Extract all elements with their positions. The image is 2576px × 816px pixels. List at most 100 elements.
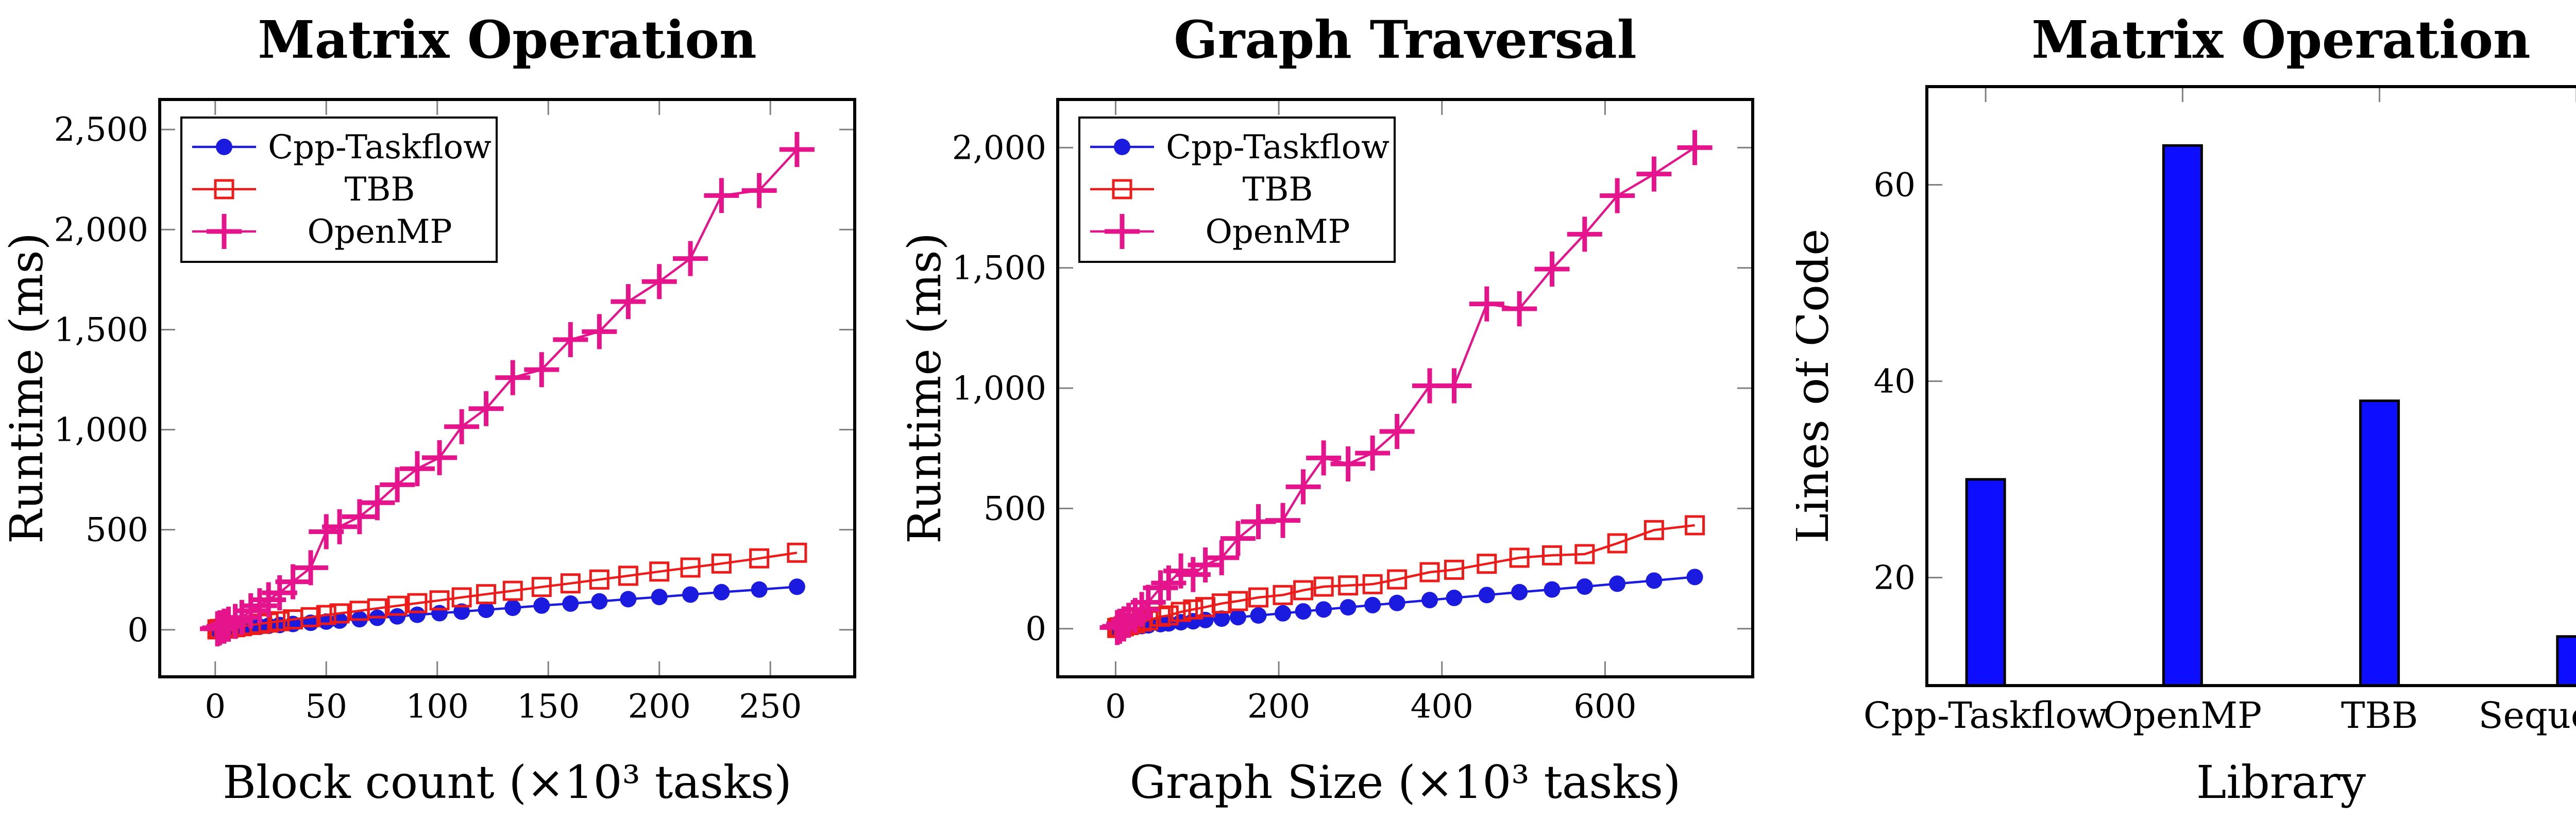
data-point-marker (502, 580, 523, 601)
data-point-marker (1444, 559, 1464, 580)
bar-OpenMP (2162, 144, 2203, 687)
data-point-marker (1421, 592, 1438, 609)
data-point-marker (387, 595, 408, 616)
data-point-marker (1315, 601, 1332, 618)
data-point-marker (1213, 610, 1230, 627)
y-tick-label: 1,000 (54, 411, 148, 449)
data-point-marker (407, 593, 428, 613)
x-tick-label: 200 (628, 688, 691, 726)
data-point-marker (431, 605, 448, 622)
y-tick-label: 0 (127, 611, 148, 650)
plot-frame (1056, 98, 1754, 678)
x-tick-label: 600 (1573, 688, 1636, 726)
data-point-marker (429, 590, 450, 611)
series-markers-OpenMP (200, 132, 815, 646)
data-point-marker (1248, 587, 1268, 608)
data-point-marker (1293, 580, 1314, 601)
chart-title: Graph Traversal (1174, 9, 1636, 70)
data-point-marker (1171, 602, 1191, 622)
data-point-marker (316, 605, 336, 625)
data-point-marker (1273, 585, 1293, 605)
x-axis-label: Block count (×10³ tasks) (223, 756, 791, 809)
y-tick-label: 40 (1874, 362, 1916, 401)
y-tick-label: 2,000 (54, 211, 148, 249)
legend: Cpp-Taskflow TBB OpenMP (1078, 116, 1396, 263)
data-point-marker (1338, 575, 1359, 596)
legend-label: Cpp-Taskflow (1166, 128, 1389, 166)
matrix-loc-svg: Matrix Operation Library Lines of Code 20 40… (1796, 9, 2576, 809)
data-point-marker (300, 607, 321, 627)
series-line-TBB (217, 552, 798, 631)
data-point-marker (533, 597, 550, 614)
data-point-marker (1574, 544, 1595, 564)
x-axis-label: Library (2196, 756, 2366, 809)
data-point-marker (1607, 533, 1628, 554)
data-point-marker (1576, 578, 1593, 595)
x-category-label: TBB (2341, 694, 2418, 737)
data-point-marker (711, 553, 732, 574)
data-point-marker (1387, 569, 1408, 590)
x-category-label: Cpp-Taskflow (1863, 694, 2108, 737)
data-point-marker (618, 565, 638, 586)
data-point-marker (1197, 611, 1214, 628)
legend-label: OpenMP (1205, 213, 1350, 251)
y-axis-label: Lines of Code (1796, 229, 1839, 544)
x-category-label: Sequential (2479, 694, 2576, 737)
bar-TBB (2359, 399, 2400, 687)
data-point-marker (504, 599, 521, 617)
legend: Cpp-Taskflow TBB OpenMP (180, 116, 498, 263)
data-point-marker (531, 577, 552, 597)
y-tick-label: 2,000 (952, 129, 1046, 167)
data-point-marker (651, 589, 668, 606)
data-point-marker (1511, 584, 1528, 601)
data-point-marker (1477, 554, 1497, 574)
data-point-marker (1686, 569, 1703, 586)
data-point-marker (591, 593, 608, 610)
data-point-marker (589, 569, 609, 590)
data-point-marker (409, 606, 426, 623)
x-tick-label: 100 (406, 688, 469, 726)
legend-marker-filled-circle (1114, 139, 1130, 155)
y-tick-label: 2,500 (54, 111, 148, 149)
y-axis-label: Runtime (ms) (0, 232, 53, 544)
data-point-marker (367, 598, 387, 619)
data-point-marker (1388, 594, 1405, 611)
matrix-runtime-svg: Matrix Operation Block count (×10³ tasks)… (0, 9, 856, 809)
plot-frame (1925, 85, 2576, 687)
data-point-marker (787, 542, 807, 563)
y-tick-label: 60 (1874, 166, 1916, 204)
data-point-marker (1158, 605, 1179, 626)
x-tick-label: 150 (517, 688, 580, 726)
data-point-marker (1340, 599, 1357, 616)
data-point-marker (1478, 587, 1495, 604)
data-point-marker (1542, 545, 1562, 565)
data-point-marker (453, 603, 470, 620)
data-point-marker (1313, 576, 1334, 597)
legend-label: OpenMP (307, 213, 452, 251)
plot-frame (158, 98, 856, 678)
data-point-marker (1509, 547, 1530, 568)
data-point-marker (1364, 596, 1381, 613)
data-point-marker (1609, 575, 1626, 592)
chart-title: Matrix Operation (258, 9, 757, 70)
chart-matrix-loc: Matrix Operation Library Lines of Code 20 40… (1796, 0, 2576, 816)
data-point-marker (1446, 589, 1463, 606)
legend-marker-open-square (214, 179, 234, 199)
data-point-marker (713, 584, 730, 601)
data-point-marker (1229, 609, 1246, 626)
data-point-marker (788, 578, 805, 595)
data-point-marker (1183, 599, 1204, 620)
data-point-marker (269, 611, 290, 631)
x-tick-label: 0 (205, 688, 226, 726)
y-tick-label: 0 (1025, 610, 1046, 648)
data-point-marker (476, 584, 497, 605)
data-point-marker (1685, 515, 1705, 536)
legend-marker-filled-circle (216, 139, 232, 155)
data-point-marker (1544, 581, 1561, 598)
y-tick-label: 1,500 (952, 249, 1046, 288)
data-point-marker (1362, 574, 1383, 594)
chart-title: Matrix Operation (2031, 9, 2531, 70)
data-point-marker (1646, 572, 1663, 589)
y-tick-label: 1,000 (952, 370, 1046, 408)
